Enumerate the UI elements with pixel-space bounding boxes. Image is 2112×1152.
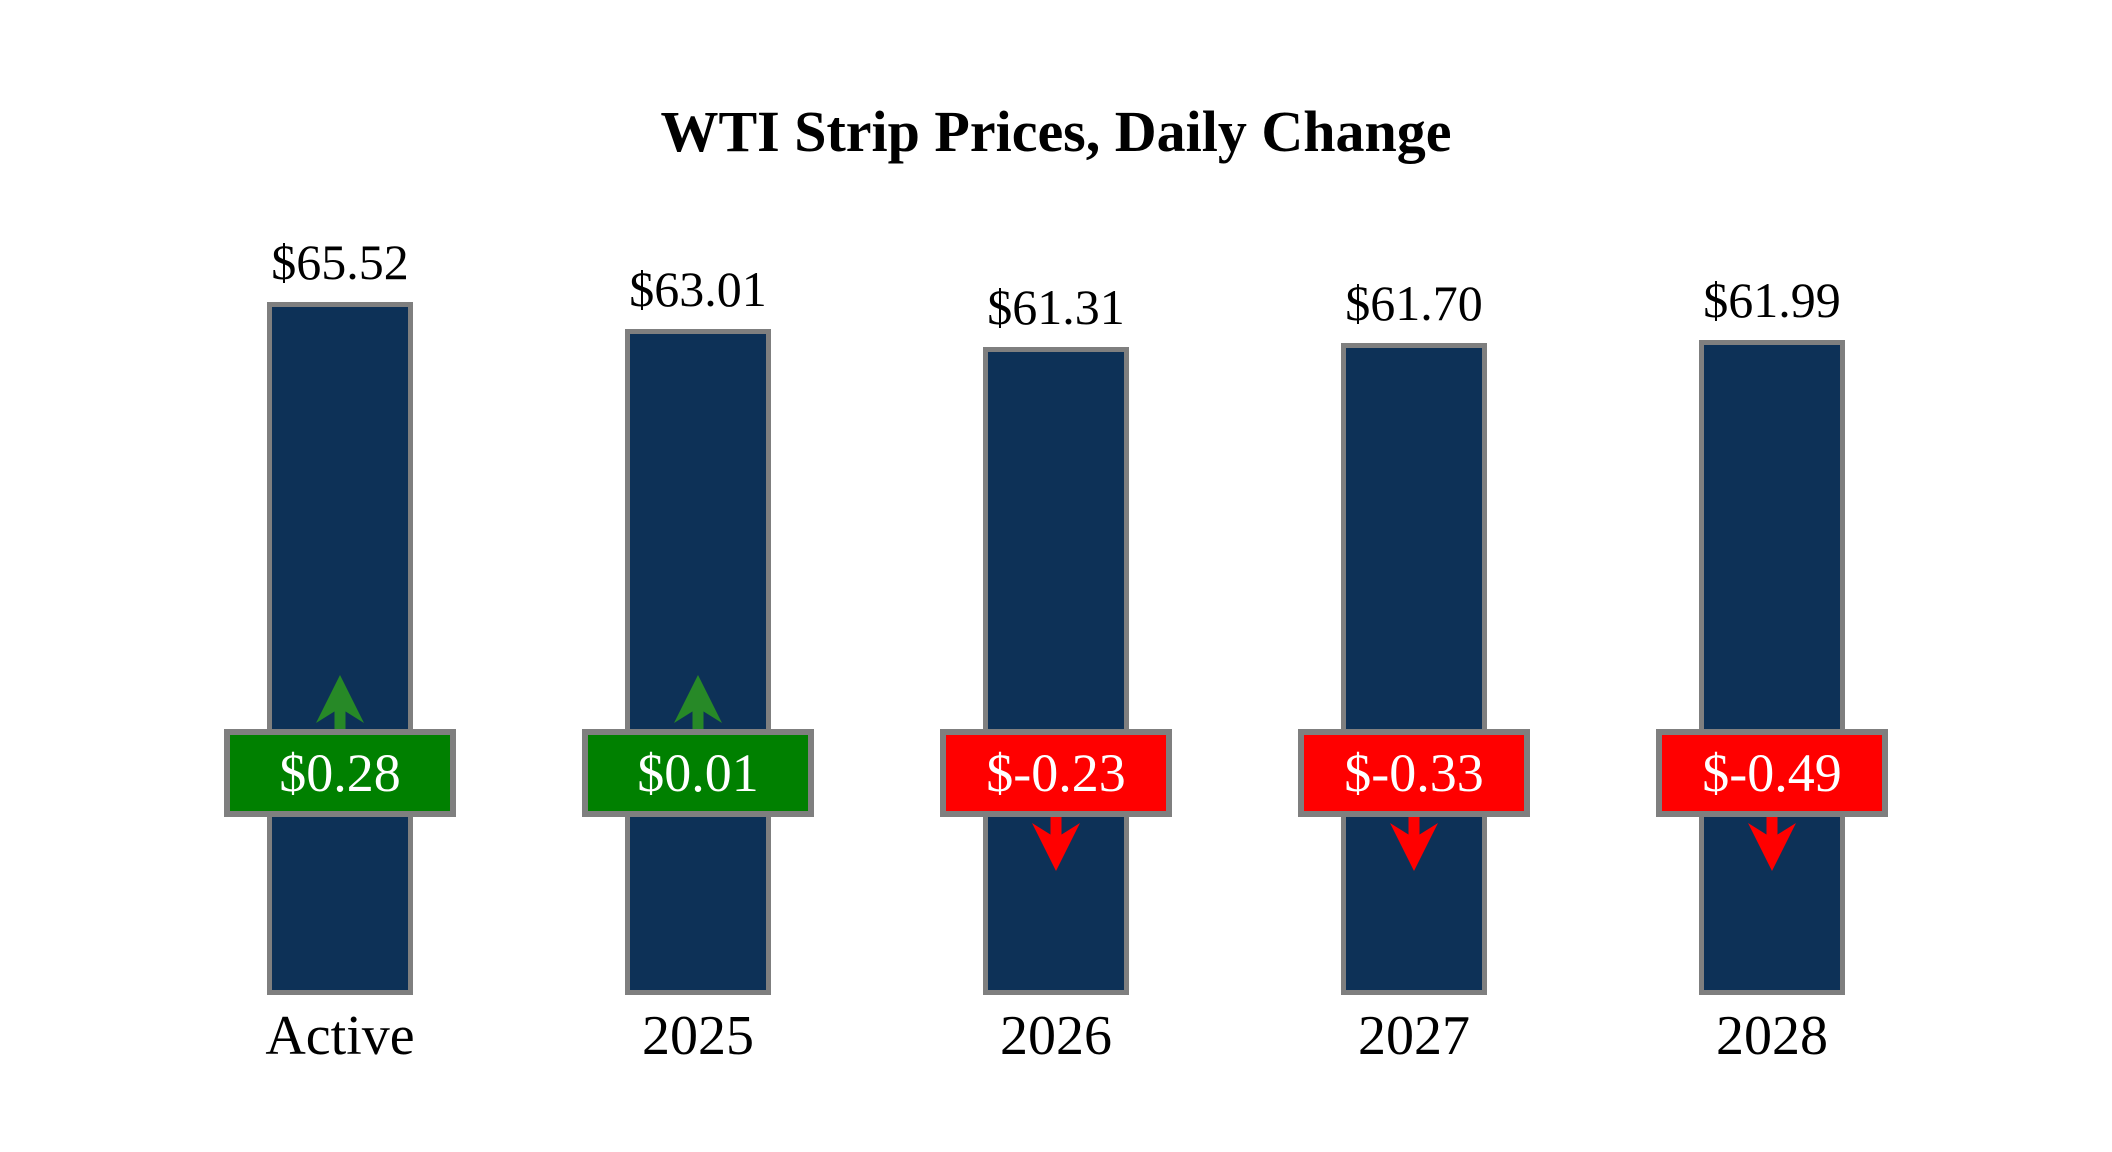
bar-price-label: $61.31 <box>987 279 1125 335</box>
category-label: 2028 <box>1716 1005 1828 1067</box>
change-badge: $-0.49 <box>1656 729 1888 817</box>
chart-title: WTI Strip Prices, Daily Change <box>660 99 1452 164</box>
change-badge-label: $-0.33 <box>1344 743 1484 803</box>
change-badge-label: $0.28 <box>279 743 401 803</box>
arrow-down-icon <box>1748 815 1796 871</box>
arrow-down-icon <box>1390 815 1438 871</box>
bar <box>625 329 771 995</box>
arrow-down-icon <box>1032 815 1080 871</box>
change-badge: $0.28 <box>224 729 456 817</box>
bar-price-label: $63.01 <box>629 261 767 317</box>
change-badge-label: $-0.49 <box>1702 743 1842 803</box>
category-label: 2025 <box>642 1005 754 1067</box>
category-label: 2026 <box>1000 1005 1112 1067</box>
bar-price-label: $61.70 <box>1345 275 1483 331</box>
change-badge-label: $0.01 <box>637 743 759 803</box>
bar <box>1341 343 1487 995</box>
arrow-up-icon <box>316 675 364 731</box>
change-badge: $0.01 <box>582 729 814 817</box>
bar <box>267 302 413 995</box>
change-badge: $-0.23 <box>940 729 1172 817</box>
bar-price-label: $65.52 <box>271 234 409 290</box>
bar <box>1699 340 1845 995</box>
bar <box>983 347 1129 995</box>
bar-price-label: $61.99 <box>1703 272 1841 328</box>
change-badge: $-0.33 <box>1298 729 1530 817</box>
change-badge-label: $-0.23 <box>986 743 1126 803</box>
category-label: Active <box>265 1005 415 1067</box>
category-label: 2027 <box>1358 1005 1470 1067</box>
arrow-up-icon <box>674 675 722 731</box>
